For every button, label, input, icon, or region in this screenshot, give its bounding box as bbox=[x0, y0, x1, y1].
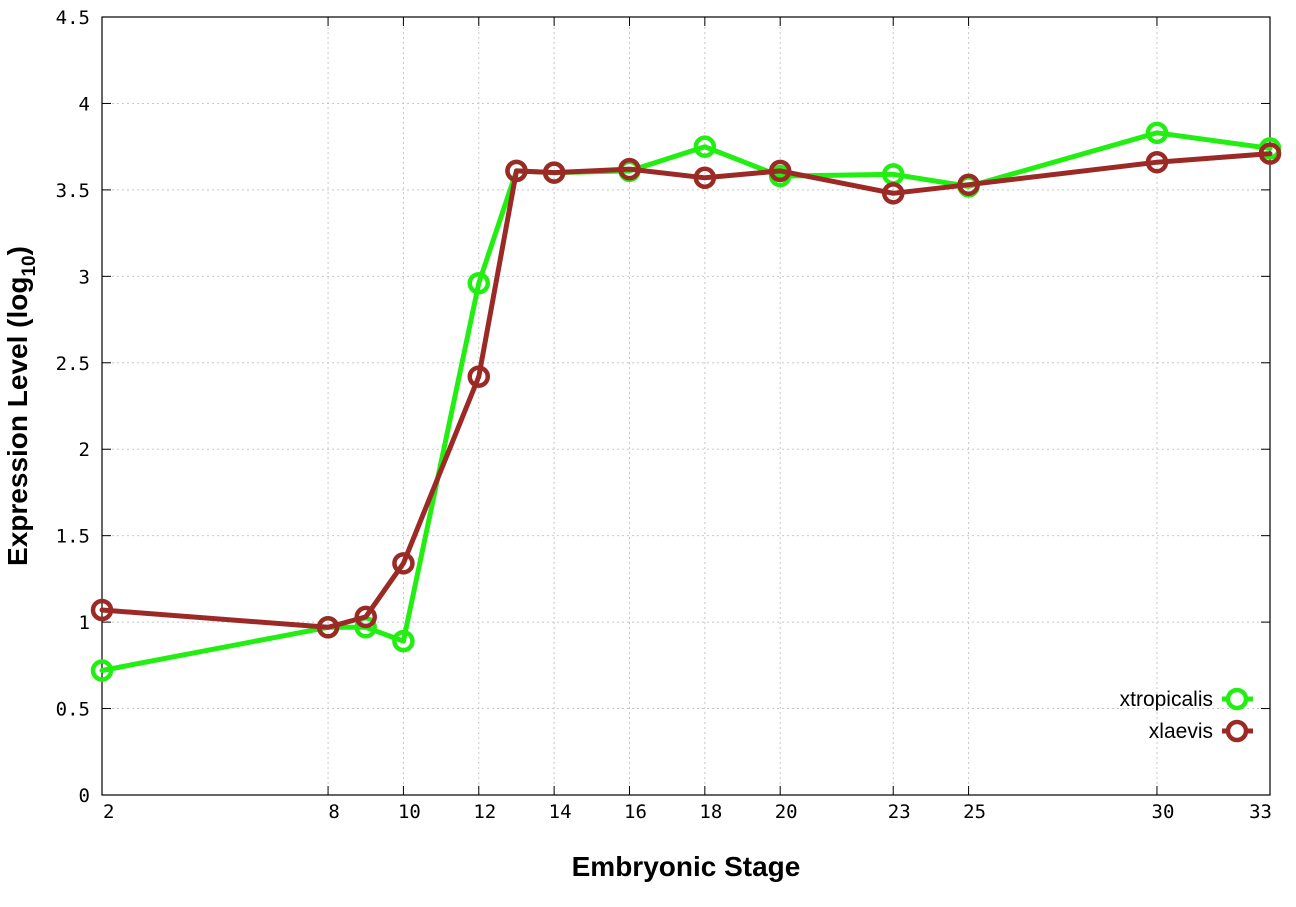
x-axis-title: Embryonic Stage bbox=[572, 851, 801, 882]
grid bbox=[101, 17, 1271, 795]
data-point-xlaevis bbox=[90, 598, 114, 622]
legend-item-xlaevis: xlaevis bbox=[1149, 719, 1253, 743]
legend-label: xtropicalis bbox=[1120, 688, 1213, 711]
y-axis-title: Expression Level (log10) bbox=[2, 246, 40, 566]
data-point-xlaevis bbox=[618, 157, 641, 181]
x-tick-label: 14 bbox=[549, 801, 572, 823]
x-tick-label: 8 bbox=[328, 801, 339, 823]
data-point-xlaevis bbox=[392, 552, 415, 575]
y-tick-label: 0 bbox=[79, 785, 90, 807]
y-tick-label: 1 bbox=[79, 612, 90, 634]
y-tick-label: 1.5 bbox=[56, 526, 90, 548]
legend-marker-swatch bbox=[1225, 687, 1249, 711]
y-tick-label: 3.5 bbox=[56, 180, 90, 202]
legend-marker-swatch bbox=[1225, 719, 1249, 743]
x-tick-label: 16 bbox=[624, 801, 647, 823]
y-tick-label: 4 bbox=[79, 93, 90, 115]
data-point-xlaevis bbox=[542, 161, 566, 184]
data-point-xtropicalis bbox=[693, 135, 717, 158]
axis-ticks: 2 8 10 12 14 16 18 20 23 25 30 33 0 0.5 1 1.5 2 2.5 3 3.5 4 4… bbox=[56, 7, 1272, 823]
data-point-xtropicalis bbox=[90, 659, 114, 682]
legend: xtropicalis xlaevis bbox=[1120, 687, 1253, 743]
x-tick-label: 12 bbox=[473, 801, 496, 823]
data-point-xlaevis bbox=[316, 616, 340, 639]
plot-frame bbox=[101, 16, 1271, 796]
data-point-xlaevis bbox=[693, 166, 717, 190]
series-xlaevis bbox=[90, 142, 1282, 639]
data-point-xtropicalis bbox=[392, 629, 415, 653]
data-point-xtropicalis bbox=[1145, 121, 1169, 145]
data-point-xlaevis bbox=[1258, 142, 1282, 165]
x-tick-label: 20 bbox=[775, 801, 798, 823]
series-xtropicalis bbox=[90, 121, 1282, 682]
series-line-xlaevis bbox=[99, 151, 1273, 630]
data-point-xlaevis bbox=[881, 182, 905, 205]
data-point-xtropicalis bbox=[467, 271, 491, 295]
y-tick-label: 2.5 bbox=[56, 353, 90, 375]
y-axis-title-close: ) bbox=[2, 246, 33, 255]
series bbox=[90, 121, 1282, 682]
data-point-xlaevis bbox=[354, 605, 377, 629]
data-point-xlaevis bbox=[467, 365, 491, 388]
series-line-xtropicalis bbox=[99, 130, 1273, 673]
x-tick-label: 18 bbox=[699, 801, 722, 823]
legend-item-xtropicalis: xtropicalis bbox=[1120, 687, 1253, 711]
x-tick-label: 2 bbox=[103, 801, 114, 823]
x-tick-label: 23 bbox=[888, 801, 911, 823]
legend-label: xlaevis bbox=[1149, 720, 1213, 743]
x-tick-label: 25 bbox=[963, 801, 986, 823]
x-tick-label: 10 bbox=[398, 801, 421, 823]
y-tick-label: 0.5 bbox=[56, 699, 90, 721]
data-point-xlaevis bbox=[1145, 150, 1169, 174]
y-tick-label: 3 bbox=[79, 266, 90, 288]
data-point-xlaevis bbox=[768, 159, 792, 183]
x-tick-label: 33 bbox=[1249, 801, 1272, 823]
y-tick-label: 2 bbox=[79, 439, 90, 461]
y-tick-label: 4.5 bbox=[56, 7, 90, 29]
y-axis-title-subscript: 10 bbox=[19, 255, 40, 276]
x-tick-label: 30 bbox=[1152, 801, 1175, 823]
data-point-xlaevis bbox=[505, 159, 528, 183]
data-point-xlaevis bbox=[957, 173, 980, 196]
y-axis-title-main: Expression Level (log bbox=[2, 277, 33, 566]
